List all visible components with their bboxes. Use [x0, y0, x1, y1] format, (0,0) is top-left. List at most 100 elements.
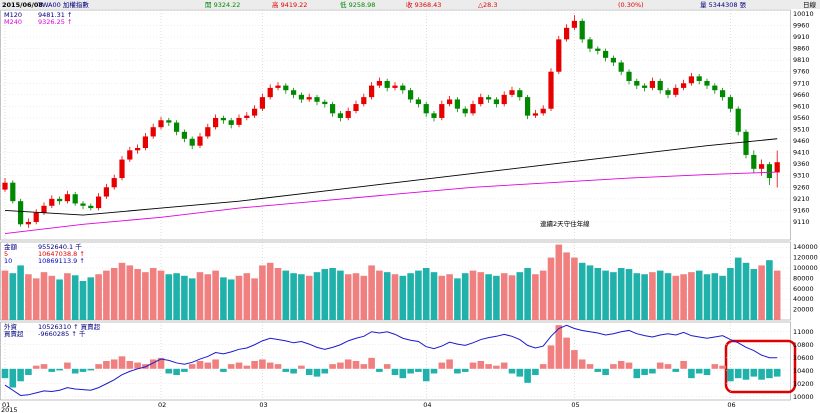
candle-body: [111, 178, 117, 188]
candle-body: [478, 97, 484, 105]
low: 低 9258.98: [340, 0, 375, 9]
candle-body: [626, 71, 632, 81]
candle-body: [431, 113, 437, 118]
net-buy-bar: [360, 364, 368, 369]
volume-bar: [9, 273, 17, 320]
net-buy-bar: [641, 368, 648, 376]
volume-bar: [672, 275, 680, 320]
net-buy-bar: [220, 368, 227, 372]
candle-body: [657, 80, 663, 91]
candle-body: [571, 20, 577, 28]
net-buy-bar: [508, 368, 516, 374]
candle-body: [353, 104, 359, 112]
net-buy-bar: [71, 368, 79, 374]
y-tick-label: 9360: [793, 160, 810, 168]
candle-body: [244, 115, 250, 118]
candle-body: [88, 205, 94, 209]
candle-body: [595, 48, 601, 51]
net-buy-bar: [149, 359, 157, 369]
net-buy-bar: [719, 365, 726, 369]
candle-body: [743, 131, 749, 155]
candle-body: [252, 108, 258, 116]
volume-bar: [407, 273, 414, 320]
net-buy-bar: [734, 368, 742, 379]
net-buy-bar: [352, 361, 360, 369]
net-buy-bar: [750, 368, 758, 377]
volume-bar: [500, 273, 508, 320]
volume-bar: [79, 281, 87, 320]
net-buy-bar: [688, 368, 695, 379]
x-tick-label: 04: [423, 401, 431, 409]
volume-bar: [165, 274, 173, 320]
volume-bar: [773, 270, 781, 320]
close: 收 9368.43: [406, 0, 441, 9]
y-tick-label: 40000: [793, 295, 814, 303]
volume-bar: [415, 270, 422, 320]
volume-bar: [173, 273, 180, 320]
volume-bar: [391, 274, 399, 320]
net-buy-bar: [282, 368, 290, 372]
candle-body: [213, 117, 219, 128]
net-buy-bar: [48, 368, 56, 372]
net-buy-bar: [173, 368, 180, 376]
candle-body: [166, 120, 172, 123]
net-buy-bar: [407, 368, 414, 374]
volume-bar: [32, 278, 40, 320]
volume-bar: [360, 275, 368, 320]
volume-bar: [110, 268, 118, 320]
y-tick-label: 120000: [793, 254, 818, 262]
candle-body: [41, 205, 47, 213]
candle-body: [634, 80, 640, 86]
volume-bar: [71, 275, 79, 320]
candle-body: [291, 90, 297, 95]
y-tick-label: 9860: [793, 45, 810, 53]
volume-bar: [680, 274, 687, 320]
volume-bar: [17, 265, 24, 320]
legend-value: -9660285 ↑ 千: [38, 329, 86, 338]
net-buy-bar: [391, 368, 399, 376]
net-buy-bar: [321, 368, 329, 374]
y-tick-label: 10000: [793, 393, 814, 401]
net-buy-bar: [438, 362, 446, 369]
volume-bar: [227, 279, 235, 320]
candle-body: [712, 85, 718, 91]
volume-bar: [641, 274, 648, 320]
net-buy-bar: [742, 368, 750, 380]
volume-bar: [695, 270, 703, 320]
net-buy-bar: [188, 364, 196, 369]
net-buy-bar: [103, 361, 110, 369]
panel-frames: [0, 9, 791, 401]
candle-body: [267, 87, 273, 98]
x-tick-label: 02: [158, 401, 166, 409]
y-tick-label: 80000: [793, 274, 814, 282]
volume-bar: [212, 270, 219, 320]
volume-bar: [313, 272, 321, 320]
net-buy-bar: [9, 368, 17, 388]
candle-body: [439, 104, 445, 118]
candle-body: [2, 182, 8, 190]
candle-body: [220, 117, 226, 121]
net-buy-bar: [680, 361, 687, 369]
net-buy-bar: [649, 368, 656, 374]
y-tick-label: 11000: [793, 328, 814, 336]
volume-bar: [1, 270, 9, 320]
net-buy-bar: [532, 368, 539, 376]
net-buy-bar: [235, 362, 243, 369]
net-buy-bar: [344, 359, 352, 369]
y-tick-label: 60000: [793, 285, 814, 293]
volume-bar: [282, 270, 290, 320]
volume-bar: [64, 273, 71, 320]
y-tick-label: 9410: [793, 149, 810, 157]
candle-body: [392, 85, 398, 88]
net-buy-bar: [87, 368, 95, 371]
volume-bar: [220, 277, 227, 320]
y-tick-label: 10010: [793, 10, 814, 18]
candle-body: [369, 85, 375, 98]
volume-bar: [617, 268, 625, 320]
net-buy-bar: [25, 368, 32, 376]
change-pct: (0.30%): [618, 1, 644, 9]
candle-body: [423, 104, 429, 114]
volume-bar: [493, 275, 500, 320]
net-buy-bar: [633, 368, 641, 379]
candle-body: [673, 87, 679, 95]
